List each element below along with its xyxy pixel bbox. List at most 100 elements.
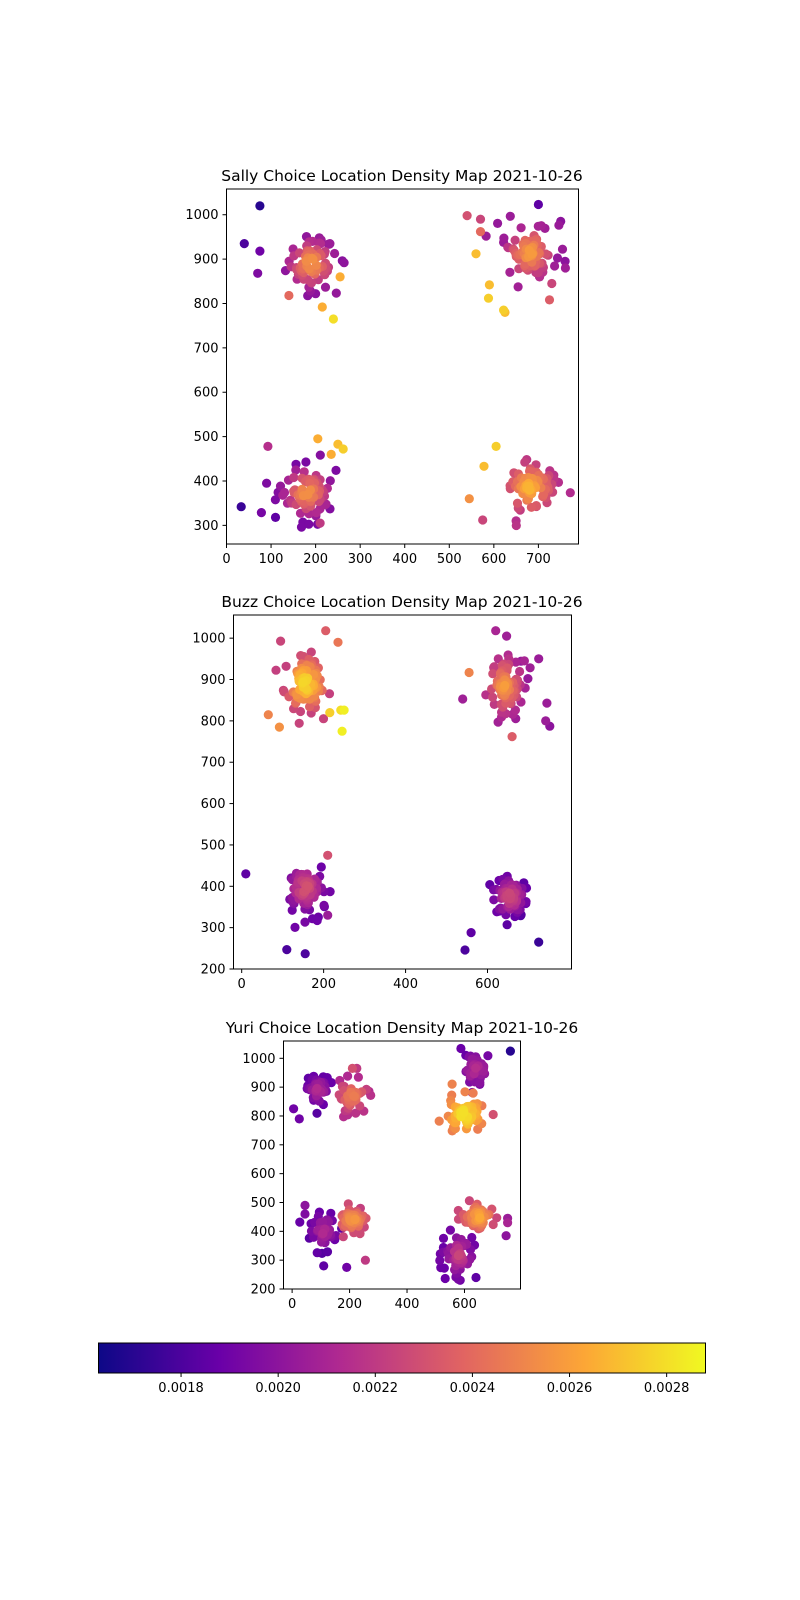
sally-y-tick-label: 700 <box>194 341 219 356</box>
sally-point <box>331 288 341 298</box>
sally-x-tick-label: 600 <box>481 552 506 567</box>
buzz-point <box>489 895 499 905</box>
sally-point <box>304 519 314 529</box>
buzz-point <box>504 888 515 898</box>
yuri-plot-frame <box>283 1040 521 1290</box>
colorbar-ticks: 0.0018 0.0020 0.0022 0.0024 0.0026 0.0028 <box>158 1373 689 1396</box>
sally-point <box>308 254 318 264</box>
buzz-point <box>458 694 468 704</box>
buzz-y-tick-label: 600 <box>201 797 226 812</box>
sally-point <box>284 290 294 301</box>
yuri-point <box>318 1217 328 1227</box>
buzz-point <box>515 666 525 677</box>
buzz-point <box>290 922 300 933</box>
buzz-point <box>241 869 251 879</box>
buzz-plot-frame <box>233 614 572 970</box>
yuri-x-tick-label: 0 <box>288 1297 296 1312</box>
sally-point <box>289 472 299 483</box>
sally-point <box>511 520 521 531</box>
sally-point <box>483 293 494 303</box>
buzz-point <box>519 656 530 666</box>
sally-point <box>475 227 486 237</box>
buzz-point <box>542 698 552 708</box>
sally-point <box>478 515 488 525</box>
buzz-point <box>511 657 521 667</box>
buzz-y-tick-label: 900 <box>201 673 226 688</box>
buzz-point <box>466 928 476 938</box>
buzz-y-ticks: 200 300 400 500 600 700 800 900 1000 <box>192 632 234 978</box>
yuri-point <box>349 1091 359 1101</box>
buzz-y-tick-label: 200 <box>201 963 226 978</box>
yuri-x-ticks: 0 200 400 600 <box>288 1289 477 1312</box>
sally-x-tick-label: 700 <box>526 552 551 567</box>
yuri-point <box>360 1255 370 1265</box>
sally-y-tick-label: 500 <box>194 430 219 445</box>
buzz-point <box>510 705 520 715</box>
sally-point <box>262 478 272 488</box>
buzz-point <box>303 881 313 892</box>
sally-chart-title: Sally Choice Location Density Map 2021-1… <box>221 167 583 185</box>
yuri-point <box>453 1250 463 1261</box>
sally-point <box>499 233 509 243</box>
sally-point <box>550 261 560 271</box>
buzz-y-tick-label: 300 <box>201 921 226 936</box>
sally-point <box>479 461 489 471</box>
sally-point <box>320 282 331 292</box>
sally-y-tick-label: 300 <box>194 519 219 534</box>
sally-point <box>304 264 314 274</box>
sally-point <box>301 457 311 467</box>
buzz-point <box>271 665 281 675</box>
sally-point <box>325 476 335 486</box>
yuri-x-tick-label: 400 <box>395 1297 420 1312</box>
sally-point <box>510 235 520 245</box>
buzz-point <box>316 862 326 872</box>
buzz-point <box>489 699 499 710</box>
yuri-point <box>343 1071 353 1081</box>
buzz-point <box>488 669 498 679</box>
buzz-point <box>306 647 316 657</box>
sally-point <box>533 221 543 231</box>
yuri-y-tick-label: 400 <box>251 1225 276 1240</box>
sally-point <box>311 507 321 518</box>
yuri-y-tick-label: 600 <box>251 1167 276 1182</box>
sally-point <box>255 201 265 211</box>
sally-point <box>335 272 345 282</box>
sally-point <box>239 239 249 249</box>
buzz-point <box>324 689 335 699</box>
buzz-point <box>523 674 533 684</box>
sally-y-tick-label: 400 <box>194 474 219 489</box>
yuri-point <box>488 1109 498 1120</box>
yuri-point <box>318 1228 328 1239</box>
sally-point <box>484 280 494 290</box>
yuri-point <box>505 1046 515 1056</box>
yuri-y-tick-label: 700 <box>251 1138 276 1153</box>
buzz-point <box>502 920 512 930</box>
buzz-y-tick-label: 800 <box>201 714 226 729</box>
buzz-point <box>319 900 329 911</box>
buzz-point <box>294 718 304 728</box>
buzz-point <box>541 716 551 726</box>
sally-x-tick-label: 0 <box>222 552 230 567</box>
yuri-point <box>347 1063 357 1073</box>
yuri-point <box>294 1114 304 1124</box>
sally-y-tick-label: 1000 <box>185 208 218 223</box>
yuri-point <box>483 1051 493 1061</box>
sally-point <box>328 314 338 324</box>
buzz-point <box>534 937 544 947</box>
buzz-x-ticks: 0 200 400 600 <box>238 969 500 992</box>
yuri-point <box>351 1108 361 1118</box>
buzz-point <box>489 662 499 672</box>
sally-point <box>526 502 537 512</box>
colorbar-tick-label: 0.0028 <box>644 1381 690 1396</box>
buzz-point <box>460 945 470 955</box>
yuri-chart-title: Yuri Choice Location Density Map 2021-10… <box>225 1019 579 1037</box>
yuri-point <box>501 1231 511 1241</box>
buzz-x-tick-label: 400 <box>393 977 418 992</box>
sally-point <box>505 211 515 221</box>
buzz-point <box>507 732 517 742</box>
yuri-y-ticks: 200 300 400 500 600 700 800 900 1000 <box>242 1052 284 1298</box>
yuri-point <box>438 1233 449 1243</box>
sally-point <box>255 246 265 256</box>
yuri-point <box>312 1084 322 1094</box>
